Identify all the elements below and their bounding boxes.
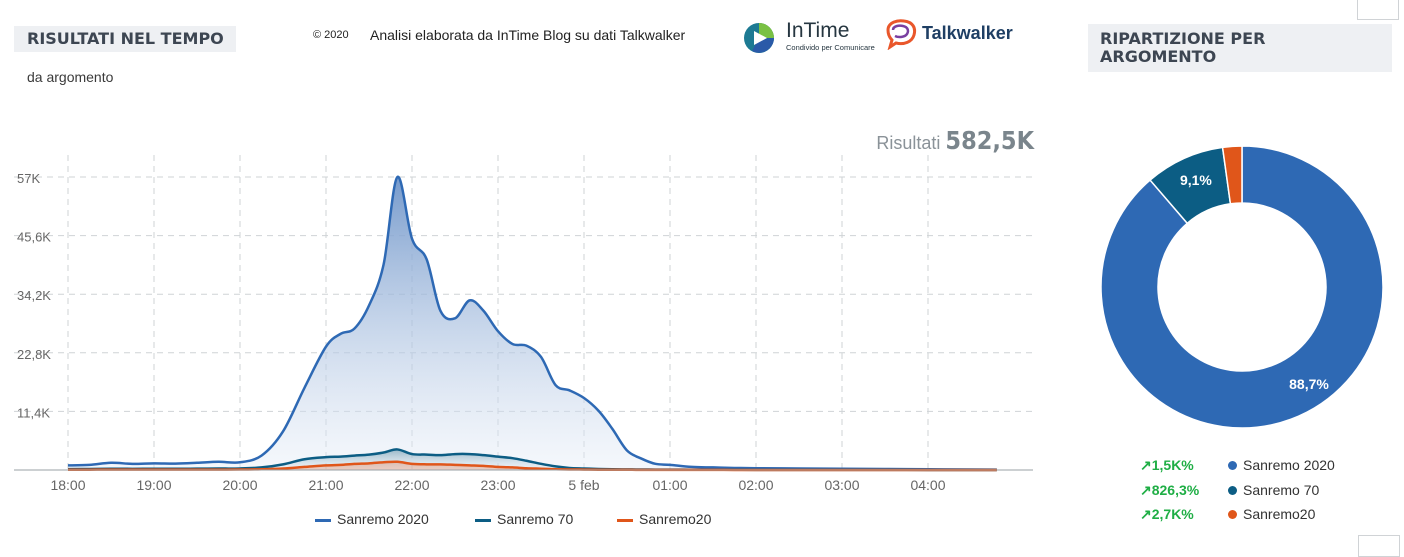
x-tick-label: 22:00: [394, 477, 429, 493]
credit-text: Analisi elaborata da InTime Blog su dati…: [370, 27, 686, 43]
x-tick-label: 23:00: [480, 477, 515, 493]
intime-logo-name: InTime: [786, 19, 850, 42]
donut-slice-label: 88,7%: [1289, 376, 1329, 392]
talkwalker-logo-icon: [886, 19, 917, 50]
series-area-sanremo-2020: [68, 176, 997, 471]
total-results-label: Risultati: [876, 133, 941, 153]
pie-legend-dot: [1228, 461, 1237, 470]
legend-label: Sanremo20: [639, 511, 712, 527]
pie-legend-label: Sanremo 2020: [1243, 457, 1335, 473]
x-tick-label: 04:00: [910, 477, 945, 493]
y-tick-label: 11,4K: [17, 405, 50, 420]
pie-legend-item-sanremo-70[interactable]: ↗826,3% Sanremo 70: [1140, 482, 1319, 499]
corner-handle-top[interactable]: [1357, 0, 1399, 20]
total-results: Risultati 582,5K: [876, 126, 1034, 155]
legend-swatch-sanremo-2020: [315, 518, 331, 522]
credit-year: © 2020: [313, 29, 349, 41]
pie-legend-dot: [1228, 510, 1237, 519]
legend-swatch-sanremo-70: [475, 518, 491, 522]
legend-label: Sanremo 2020: [337, 511, 429, 527]
intime-logo-tagline: Condivido per Comunicare: [786, 43, 875, 52]
change-value: 826,3%: [1151, 482, 1200, 498]
pie-legend-item-sanremo-2020[interactable]: ↗1,5K% Sanremo 2020: [1140, 457, 1335, 474]
chart-title: RISULTATI NEL TEMPO: [14, 26, 236, 52]
total-results-value: 582,5K: [945, 126, 1034, 155]
change-up-icon-sanremo20: ↗2,7K%: [1140, 506, 1194, 522]
change-value: 1,5K%: [1151, 457, 1194, 473]
pie-title: RIPARTIZIONE PER ARGOMENTO: [1088, 24, 1392, 72]
x-tick-label: 18:00: [50, 477, 85, 493]
legend-item-sanremo-2020[interactable]: Sanremo 2020: [315, 511, 429, 527]
legend-item-sanremo20[interactable]: Sanremo20: [617, 511, 711, 527]
legend-label: Sanremo 70: [497, 511, 574, 527]
pie-legend-item-sanremo20[interactable]: ↗2,7K% Sanremo20: [1140, 506, 1315, 523]
legend-swatch-sanremo20: [617, 518, 633, 522]
intime-logo-icon: [744, 23, 774, 53]
change-value: 2,7K%: [1151, 506, 1194, 522]
y-tick-label: 45,6K: [17, 230, 51, 245]
x-tick-label: 21:00: [308, 477, 343, 493]
legend-item-sanremo-70[interactable]: Sanremo 70: [475, 511, 573, 527]
talkwalker-logo-name: Talkwalker: [922, 23, 1013, 43]
donut-slice-sanremo20[interactable]: [1221, 145, 1243, 205]
series-line-sanremo-2020[interactable]: [67, 175, 997, 471]
donut-slice-label: 9,1%: [1180, 172, 1212, 188]
y-tick-label: 57K: [17, 171, 40, 186]
y-tick-label: 34,2K: [17, 288, 51, 303]
donut-chart: 88,7% 9,1%: [1100, 145, 1384, 429]
x-tick-label: 5 feb: [568, 477, 599, 493]
x-tick-label: 19:00: [136, 477, 171, 493]
change-up-icon-sanremo-70: ↗826,3%: [1140, 482, 1200, 498]
pie-legend-label: Sanremo20: [1243, 506, 1316, 522]
x-tick-label: 03:00: [824, 477, 859, 493]
series-area-sanremo-70: [68, 449, 997, 470]
chart-subtitle: da argomento: [27, 69, 114, 85]
pie-legend-dot: [1228, 486, 1237, 495]
x-tick-label: 01:00: [652, 477, 687, 493]
donut-slice-sanremo-2020[interactable]: [1100, 145, 1384, 429]
area-chart: 11,4K 22,8K 34,2K 45,6K 57K 18:00 19:00 20:00 21…: [14, 155, 1033, 493]
x-tick-label: 20:00: [222, 477, 257, 493]
y-tick-label: 22,8K: [17, 347, 51, 362]
change-up-icon-sanremo-2020: ↗1,5K%: [1140, 457, 1194, 473]
corner-handle-bottom[interactable]: [1358, 535, 1400, 557]
x-tick-label: 02:00: [738, 477, 773, 493]
pie-legend-label: Sanremo 70: [1243, 482, 1320, 498]
